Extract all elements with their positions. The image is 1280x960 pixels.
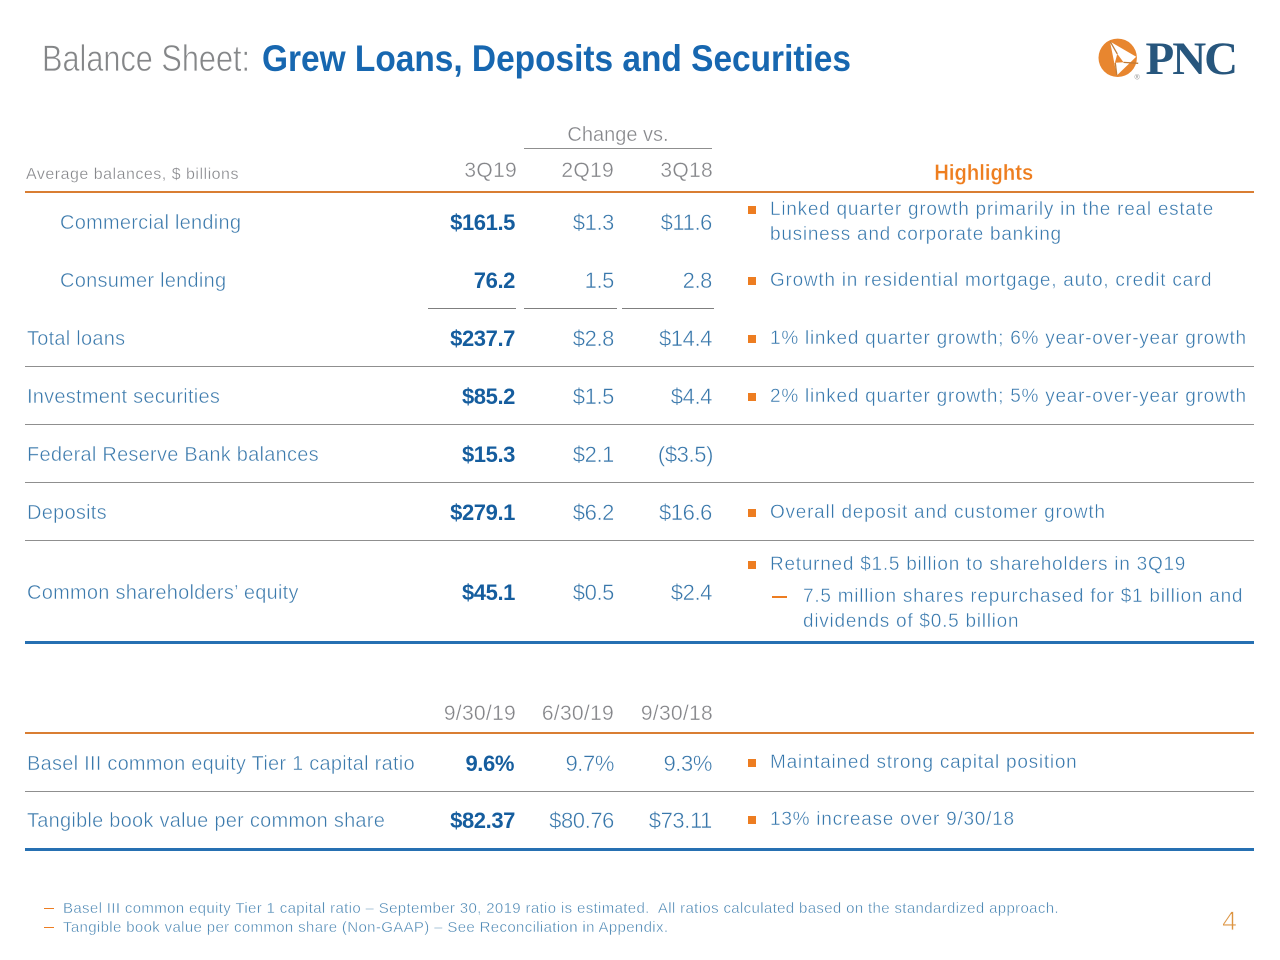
svg-text:PNC: PNC <box>1146 34 1237 85</box>
svg-text:®: ® <box>1135 74 1141 82</box>
